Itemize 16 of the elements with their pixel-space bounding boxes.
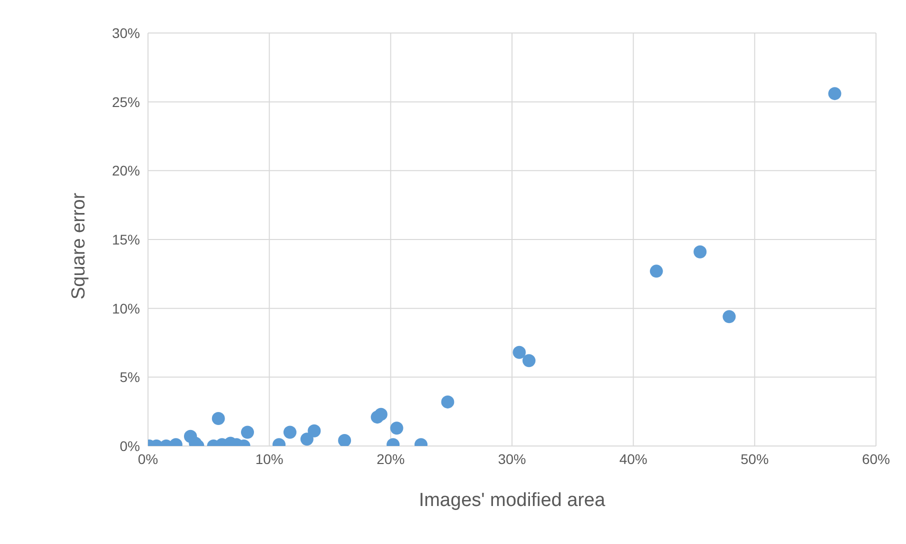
x-axis-title: Images' modified area <box>418 490 606 511</box>
x-tick-label: 10% <box>255 450 284 467</box>
y-tick-label: 25% <box>112 94 140 110</box>
x-tick-label: 40% <box>619 450 648 467</box>
y-tick-label: 20% <box>112 162 140 179</box>
y-axis-title: Square error <box>68 192 90 300</box>
x-tick-label: 30% <box>498 450 526 467</box>
y-tick-label: 30% <box>112 24 140 41</box>
y-tick-label: 5% <box>120 369 140 386</box>
y-tick-label: 10% <box>112 300 140 316</box>
x-tick-label: 20% <box>376 450 405 467</box>
y-tick-label: 15% <box>112 231 140 248</box>
x-tick-label: 0% <box>138 450 158 467</box>
x-tick-label: 60% <box>862 450 890 467</box>
x-tick-label: 50% <box>740 450 769 467</box>
y-tick-label: 0% <box>120 438 140 454</box>
